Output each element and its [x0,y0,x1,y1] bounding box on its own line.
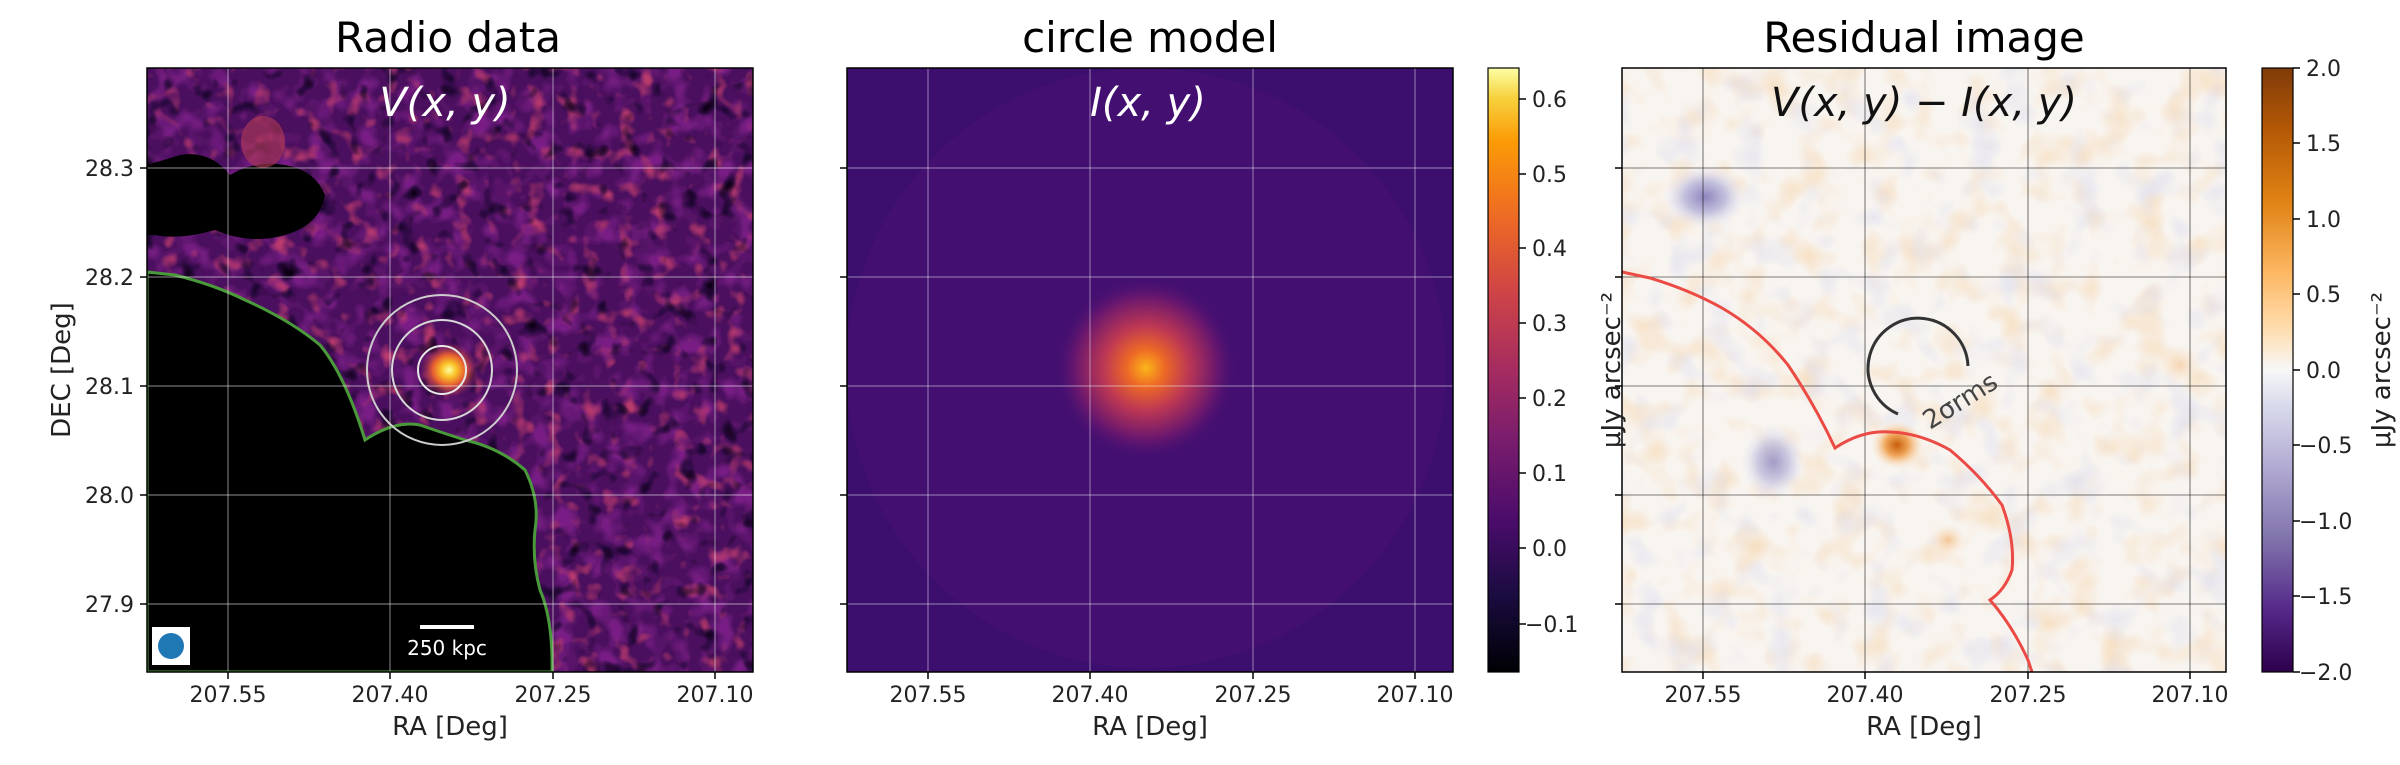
panel-radio-data: Radio data [47,13,754,742]
panel2-grid [847,68,1453,672]
panel1-xtick-label: 207.10 [677,683,754,708]
panel1-xticks: 207.55 207.40 207.25 207.10 [190,672,754,708]
panel1-ylabel: DEC [Deg] [47,302,77,438]
model-image [847,68,1453,672]
panel3-ylabel: μJy arcsec⁻² [1597,292,1627,448]
panel1-title: Radio data [335,13,561,62]
residual-cbar-tick: 1.5 [2306,132,2341,157]
panel1-xlabel: RA [Deg] [392,712,508,742]
panel-residual-image: Residual image 2σrms V(x, y) − I(x, y) [1597,13,2397,742]
panel1-grid [147,68,753,672]
aperture-ring-inner [417,345,467,395]
model-cbar-tick: 0.6 [1532,88,1567,113]
radio-image: 250 kpc [147,68,753,672]
panel2-xticks: 207.55 207.40 207.25 207.10 [890,672,1454,708]
aperture-ring-outer [366,294,518,446]
model-source [1051,273,1241,463]
residual-positive-blob [1871,421,1923,469]
radio-source [419,342,479,398]
model-cbar-tick: 0.4 [1532,237,1567,262]
panel3-title: Residual image [1763,13,2085,62]
model-cbar-tick: 0.2 [1532,387,1567,412]
panel2-xtick-label: 207.10 [1377,683,1454,708]
model-cbar-tick: 0.5 [1532,163,1567,188]
panel3-yticks [1615,167,1622,605]
panel2-yticks [840,167,847,605]
panel1-yticks: 28.3 28.2 28.1 28.0 27.9 [85,157,147,618]
panel2-title: circle model [1022,13,1278,62]
panel1-ytick-label: 28.2 [85,266,134,291]
aperture-ring-middle [391,319,493,421]
panel2-xtick-label: 207.25 [1215,683,1292,708]
residual-negative-blob [1663,165,1747,229]
residual-cbar-label: μJy arcsec⁻² [2367,292,2397,448]
residual-cbar-tick: 1.0 [2306,208,2341,233]
panel-circle-model: circle model I(x, y) [840,13,1578,742]
panel2-annotation: I(x, y) [1090,80,1206,126]
panel2-xtick-label: 207.55 [890,683,967,708]
residual-cbar-tick: −0.5 [2299,434,2352,459]
residual-cbar-tick: 2.0 [2306,57,2341,82]
panel3-xtick-label: 207.55 [1665,683,1742,708]
panel3-xtick-label: 207.10 [2152,683,2229,708]
residual-colorbar-ramp [2261,67,2294,673]
panel1-annotation: V(x, y) [379,80,510,126]
scalebar-label: 250 kpc [407,636,487,660]
mask-contour [147,270,554,672]
beam-ellipse [158,633,184,659]
two-sigma-contour [1866,316,1970,416]
panel3-annotation: V(x, y) − I(x, y) [1771,80,2077,126]
residual-image: 2σrms [1622,68,2226,672]
panel1-ytick-label: 28.1 [85,375,134,400]
panel1-ytick-label: 28.0 [85,484,134,509]
residual-cbar-tick: 0.0 [2306,359,2341,384]
panel1-xtick-label: 207.25 [515,683,592,708]
panel3-xtick-label: 207.25 [1990,683,2067,708]
panel1-xtick-label: 207.40 [352,683,429,708]
panel2-xtick-label: 207.40 [1052,683,1129,708]
panel3-xlabel: RA [Deg] [1866,712,1982,742]
model-cbar-tick: 0.3 [1532,312,1567,337]
residual-cbar-tick: −1.5 [2299,585,2352,610]
panel3-xtick-label: 207.40 [1827,683,1904,708]
panel3-xticks: 207.55 207.40 207.25 207.10 [1665,672,2229,708]
panel1-ytick-label: 28.3 [85,157,134,182]
panel1-ytick-label: 27.9 [85,593,134,618]
residual-cbar-tick: −1.0 [2299,510,2352,535]
model-cbar-tick: 0.1 [1532,462,1567,487]
model-colorbar-ramp [1487,67,1520,673]
panel3-grid [1622,68,2226,672]
residual-colorbar: 2.0 1.5 1.0 0.5 0.0 −0.5 −1.0 −1.5 −2.0 … [2261,57,2397,686]
model-cbar-tick: −0.1 [1525,613,1578,638]
model-colorbar: 0.6 0.5 0.4 0.3 0.2 0.1 0.0 −0.1 [1487,67,1578,673]
panel1-xtick-label: 207.55 [190,683,267,708]
residual-cbar-tick: 0.5 [2306,283,2341,308]
panel2-xlabel: RA [Deg] [1092,712,1208,742]
model-cbar-tick: 0.0 [1532,537,1567,562]
residual-cbar-tick: −2.0 [2299,661,2352,686]
residual-mask-contour [1622,270,2034,672]
